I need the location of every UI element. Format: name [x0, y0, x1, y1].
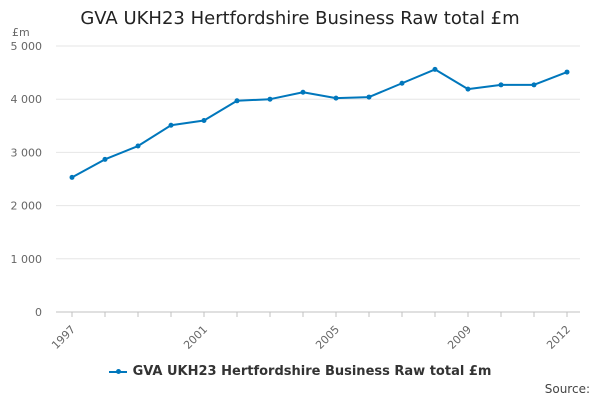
y-axis-label: £m [12, 26, 30, 39]
y-tick-label: 5 000 [11, 40, 43, 53]
data-point [135, 143, 141, 149]
y-tick-label: 0 [35, 306, 42, 319]
legend-line-swatch [108, 368, 127, 374]
data-point [102, 156, 108, 162]
legend-label: GVA UKH23 Hertfordshire Business Raw tot… [132, 364, 492, 379]
x-tick-label: 2005 [313, 323, 342, 352]
data-point [498, 82, 504, 88]
data-point [564, 69, 570, 75]
y-tick-label: 3 000 [11, 146, 43, 159]
data-point [300, 89, 306, 95]
data-point [465, 86, 471, 92]
data-point [201, 117, 207, 123]
chart-legend[interactable]: GVA UKH23 Hertfordshire Business Raw tot… [0, 364, 600, 379]
source-label: Source: [544, 382, 590, 396]
y-tick-label: 4 000 [11, 93, 43, 106]
x-tick-label: 2001 [181, 323, 210, 352]
data-point [333, 95, 339, 101]
y-tick-label: 2 000 [11, 200, 43, 213]
data-point [399, 80, 405, 86]
y-tick-label: 1 000 [11, 253, 43, 266]
series-line [71, 68, 568, 179]
data-point [69, 174, 75, 180]
x-tick-label: 1997 [49, 323, 78, 352]
x-tick-label: 2012 [544, 323, 573, 352]
data-point [168, 122, 174, 128]
data-point [234, 98, 240, 104]
chart-title: GVA UKH23 Hertfordshire Business Raw tot… [80, 8, 520, 29]
x-tick-label: 2009 [445, 323, 474, 352]
data-point [267, 96, 273, 102]
data-point [432, 66, 438, 72]
data-point [366, 94, 372, 100]
data-point [531, 82, 537, 88]
